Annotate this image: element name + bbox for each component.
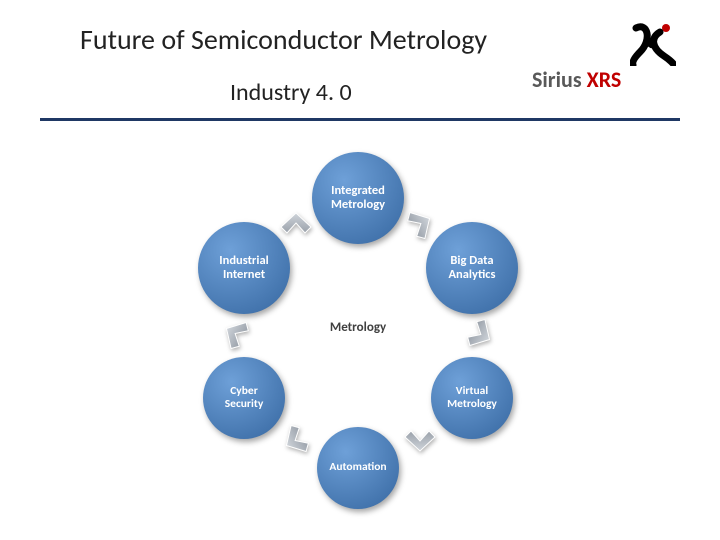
logo-text-gray: Sirius [532, 66, 587, 93]
node-label: Cyber Security [221, 381, 268, 415]
node-label: Integrated Metrology [327, 180, 389, 217]
cycle-arrow-bigdata-to-virtual [463, 319, 497, 354]
diagram-center-label: Metrology [318, 320, 398, 335]
node-label: Automation [325, 457, 390, 478]
node-integrated: Integrated Metrology [312, 152, 404, 244]
node-bigdata: Big Data Analytics [426, 222, 518, 314]
logo-text-red: XRS [587, 66, 622, 93]
title-divider [40, 118, 680, 121]
page-subtitle: Industry 4. 0 [230, 78, 352, 107]
node-cyber: Cyber Security [203, 357, 285, 439]
cycle-arrow-cyber-to-industrial [219, 319, 253, 354]
cycle-arrow-industrial-to-integrated [279, 209, 313, 244]
cycle-arrow-automation-to-cyber [279, 425, 313, 460]
slide: Future of Semiconductor Metrology Indust… [0, 0, 720, 540]
page-title: Future of Semiconductor Metrology [80, 22, 487, 57]
node-industrial: Industrial Internet [198, 222, 290, 314]
brand-logo: Sirius XRS [532, 22, 682, 112]
node-automation: Automation [317, 427, 399, 509]
node-label: Big Data Analytics [444, 250, 499, 287]
node-label: Industrial Internet [215, 250, 272, 287]
logo-x-icon [630, 22, 676, 66]
node-label: Virtual Metrology [443, 381, 501, 415]
cycle-arrow-virtual-to-automation [403, 425, 437, 460]
logo-text: Sirius XRS [532, 66, 682, 93]
node-virtual: Virtual Metrology [431, 357, 513, 439]
cycle-arrow-integrated-to-bigdata [403, 209, 437, 244]
